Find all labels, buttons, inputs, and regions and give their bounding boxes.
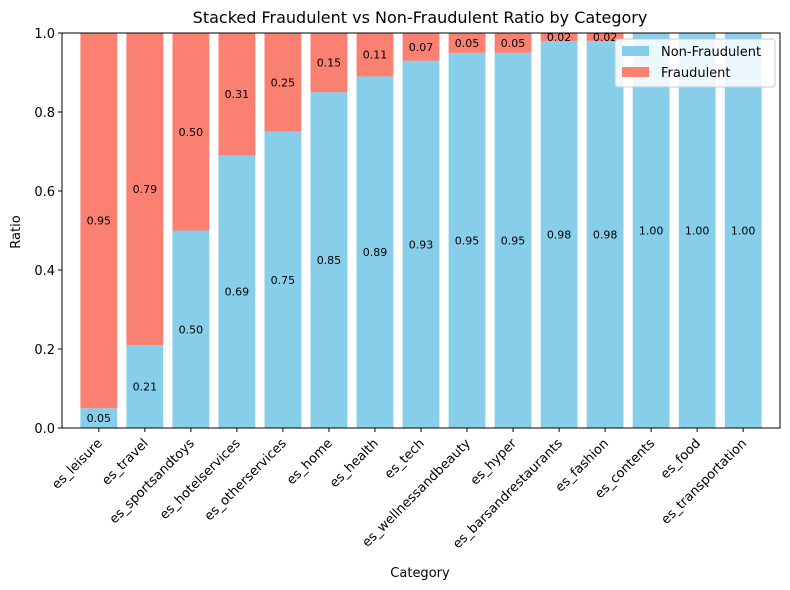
x-tick-label: es_hotelservices (157, 436, 244, 523)
label-fraudulent-es_leisure: 0.95 (87, 215, 112, 228)
bar-non-fraudulent-es_contents (632, 33, 670, 428)
label-non-fraudulent-es_health: 0.89 (363, 246, 388, 259)
label-fraudulent-es_travel: 0.79 (133, 183, 158, 196)
plot-frame (61, 32, 781, 429)
label-non-fraudulent-es_hyper: 0.95 (501, 234, 526, 247)
bar-non-fraudulent-es_sportsandtoys (172, 230, 210, 428)
label-fraudulent-es_health: 0.11 (363, 49, 388, 62)
legend-swatch-non-fraudulent (622, 46, 649, 56)
bars-layer (80, 33, 762, 429)
y-tick-label: 0.0 (34, 422, 55, 437)
label-non-fraudulent-es_barsandrestaurants: 0.98 (547, 228, 572, 241)
chart-title: Stacked Fraudulent vs Non-Fraudulent Rat… (193, 8, 648, 27)
label-non-fraudulent-es_tech: 0.93 (409, 238, 434, 251)
bar-non-fraudulent-es_barsandrestaurants (540, 40, 578, 429)
bar-fraudulent-es_fashion (586, 33, 624, 41)
bar-fraudulent-es_hotelservices (218, 33, 256, 156)
x-axis-label: Category (390, 566, 450, 581)
bar-non-fraudulent-es_food (678, 33, 716, 428)
label-fraudulent-es_hyper: 0.05 (501, 37, 526, 50)
bar-labels-layer: 0.05 0.95 0.21 0.79 0.50 0.50 0.69 0.31 0.75 0.25… (87, 31, 756, 425)
bar-non-fraudulent-es_hotelservices (218, 155, 256, 428)
label-fraudulent-es_wellnessandbeauty: 0.05 (455, 37, 480, 50)
bar-fraudulent-es_hyper (494, 33, 532, 53)
bar-non-fraudulent-es_transportation (724, 33, 762, 428)
label-non-fraudulent-es_wellnessandbeauty: 0.95 (455, 234, 480, 247)
x-tick-label: es_tech (382, 436, 428, 482)
bar-non-fraudulent-es_otherservices (264, 131, 302, 428)
legend-swatch-fraudulent (622, 67, 649, 77)
bar-fraudulent-es_barsandrestaurants (540, 33, 578, 41)
bar-fraudulent-es_travel (126, 33, 164, 346)
legend: Non-Fraudulent Fraudulent (614, 38, 776, 88)
bar-fraudulent-es_otherservices (264, 33, 302, 132)
bar-fraudulent-es_sportsandtoys (172, 33, 210, 231)
label-non-fraudulent-es_hotelservices: 0.69 (225, 286, 250, 299)
bar-fraudulent-es_leisure (80, 33, 118, 409)
bar-fraudulent-es_health (356, 33, 394, 77)
x-tick-label: es_transportation (659, 436, 750, 527)
label-non-fraudulent-es_leisure: 0.05 (87, 412, 112, 425)
y-tick-label: 0.4 (34, 264, 55, 279)
x-tick-label: es_sportsandtoys (107, 436, 198, 527)
label-non-fraudulent-es_home: 0.85 (317, 254, 342, 267)
label-non-fraudulent-es_otherservices: 0.75 (271, 274, 296, 287)
x-tick-label: es_otherservices (202, 436, 290, 524)
label-fraudulent-es_hotelservices: 0.31 (225, 88, 250, 101)
x-axis: es_leisurees_traveles_sportsandtoyses_ho… (49, 428, 750, 552)
bar-non-fraudulent-es_hyper (494, 52, 532, 428)
x-tick-label: es_health (327, 436, 382, 491)
legend-box (614, 38, 776, 88)
y-tick-label: 0.8 (34, 106, 55, 121)
label-non-fraudulent-es_sportsandtoys: 0.50 (179, 323, 204, 336)
y-tick-label: 0.2 (34, 343, 55, 358)
bar-non-fraudulent-es_leisure (80, 408, 118, 428)
label-fraudulent-es_fashion: 0.02 (593, 31, 618, 44)
label-non-fraudulent-es_travel: 0.21 (133, 381, 158, 394)
label-non-fraudulent-es_transportation: 1.00 (731, 225, 756, 238)
bar-non-fraudulent-es_wellnessandbeauty (448, 52, 486, 428)
legend-label-non-fraudulent: Non-Fraudulent (661, 45, 761, 60)
bar-fraudulent-es_wellnessandbeauty (448, 33, 486, 53)
label-fraudulent-es_barsandrestaurants: 0.02 (547, 31, 572, 44)
legend-label-fraudulent: Fraudulent (661, 66, 731, 81)
label-fraudulent-es_sportsandtoys: 0.50 (179, 126, 204, 139)
bar-fraudulent-es_home (310, 33, 348, 93)
bar-non-fraudulent-es_health (356, 76, 394, 428)
bar-non-fraudulent-es_home (310, 92, 348, 428)
bar-non-fraudulent-es_tech (402, 60, 440, 429)
y-axis-label: Ratio (9, 215, 24, 248)
y-axis: 0.0 0.2 0.4 0.6 0.8 1.0 (34, 27, 62, 437)
bar-fraudulent-es_tech (402, 33, 440, 61)
label-non-fraudulent-es_fashion: 0.98 (593, 228, 618, 241)
label-fraudulent-es_home: 0.15 (317, 57, 342, 70)
x-tick-label: es_leisure (49, 436, 105, 492)
x-tick-label: es_food (658, 436, 704, 482)
bar-non-fraudulent-es_fashion (586, 40, 624, 429)
label-non-fraudulent-es_contents: 1.00 (639, 225, 664, 238)
y-tick-label: 0.6 (34, 185, 55, 200)
label-fraudulent-es_otherservices: 0.25 (271, 76, 296, 89)
label-fraudulent-es_tech: 0.07 (409, 41, 434, 54)
bar-non-fraudulent-es_travel (126, 345, 164, 428)
y-tick-label: 1.0 (34, 27, 55, 42)
label-non-fraudulent-es_food: 1.00 (685, 225, 710, 238)
